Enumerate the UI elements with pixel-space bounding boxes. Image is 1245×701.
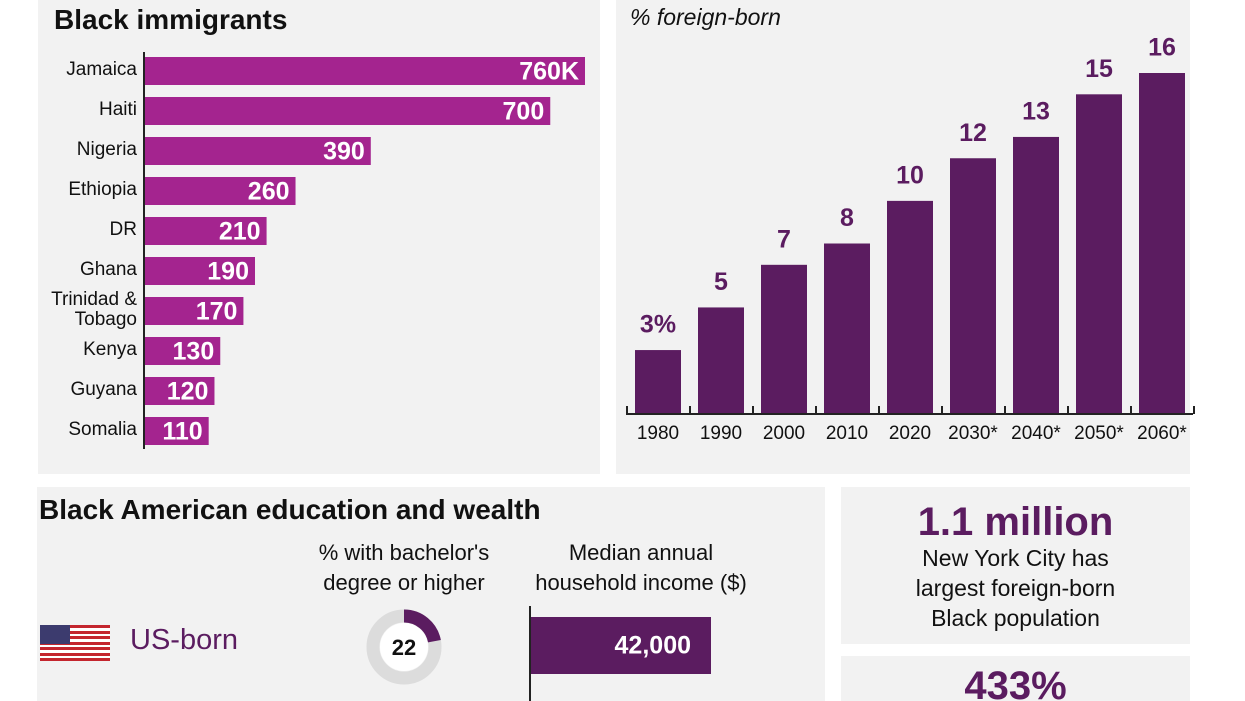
value-label: 210 (219, 218, 261, 246)
bar (145, 297, 244, 325)
x-tick-label: 2050* (1074, 423, 1124, 444)
value-label: 13 (1022, 98, 1050, 126)
bar (145, 257, 255, 285)
category-label: Haiti (98, 99, 137, 120)
bar (824, 243, 870, 414)
category-label: DR (109, 219, 137, 240)
value-label: 16 (1148, 34, 1176, 62)
callout-headline: 433% (964, 664, 1067, 701)
value-label: 22 (392, 635, 416, 660)
bar (1013, 136, 1059, 414)
value-label: 110 (162, 418, 202, 446)
bar (145, 57, 585, 85)
value-label: 7 (777, 225, 791, 253)
bar (145, 417, 209, 445)
bar (145, 377, 215, 405)
category-label: Trinidad & Tobago (51, 289, 137, 330)
bar (698, 307, 744, 414)
value-label: 12 (959, 119, 987, 147)
value-label: 5 (714, 268, 728, 296)
donut-hole (380, 623, 428, 671)
donut-slice (403, 609, 441, 643)
chart-subtitle: % foreign-born (630, 4, 781, 30)
value-label: 10 (896, 161, 924, 189)
bar (887, 200, 933, 414)
value-label: 42,000 (615, 632, 691, 660)
value-label: 190 (207, 258, 249, 286)
bar (145, 217, 267, 245)
category-label: Guyana (70, 379, 137, 400)
panel (841, 487, 1190, 644)
value-label: 700 (503, 98, 545, 126)
x-tick-label: 2020 (889, 423, 931, 444)
bar (531, 617, 711, 674)
x-tick-label: 2010 (826, 423, 868, 444)
section-title: Black American education and wealth (39, 494, 541, 525)
value-label: 760K (519, 58, 579, 86)
us-flag (40, 625, 110, 661)
bar (1139, 73, 1185, 414)
value-label: 120 (167, 378, 209, 406)
category-label: Ghana (79, 259, 137, 280)
x-tick-label: 2040* (1011, 423, 1061, 444)
bar (761, 264, 807, 414)
category-label: Nigeria (76, 139, 137, 160)
category-label: Ethiopia (68, 179, 137, 200)
category-label: Jamaica (66, 59, 137, 80)
callout-headline: 1.1 million (917, 500, 1114, 544)
column-header: Median annual household income ($) (535, 540, 747, 595)
bar (950, 158, 996, 414)
row-label: US-born (130, 624, 238, 656)
bar (145, 97, 551, 125)
value-label: 130 (173, 338, 215, 366)
bar (145, 337, 221, 365)
value-label: 15 (1085, 55, 1113, 83)
value-label: 8 (840, 204, 854, 232)
x-tick-label: 1980 (637, 423, 679, 444)
bar (145, 137, 371, 165)
category-label: Somalia (68, 419, 137, 440)
column-header: % with bachelor's degree or higher (318, 540, 490, 595)
value-label: 3% (640, 311, 676, 339)
category-label: Kenya (83, 339, 137, 360)
value-label: 170 (196, 298, 238, 326)
bar (635, 350, 681, 414)
x-tick-label: 2000 (763, 423, 805, 444)
x-tick-label: 2060* (1137, 423, 1187, 444)
value-label: 260 (248, 178, 290, 206)
chart-title: Black immigrants (54, 4, 288, 35)
x-tick-label: 1990 (700, 423, 742, 444)
bar (1076, 94, 1122, 414)
x-tick-label: 2030* (948, 423, 998, 444)
bar (145, 177, 296, 205)
panel (841, 656, 1190, 701)
value-label: 390 (323, 138, 365, 166)
callout-text: New York City has largest foreign-born B… (915, 545, 1116, 631)
